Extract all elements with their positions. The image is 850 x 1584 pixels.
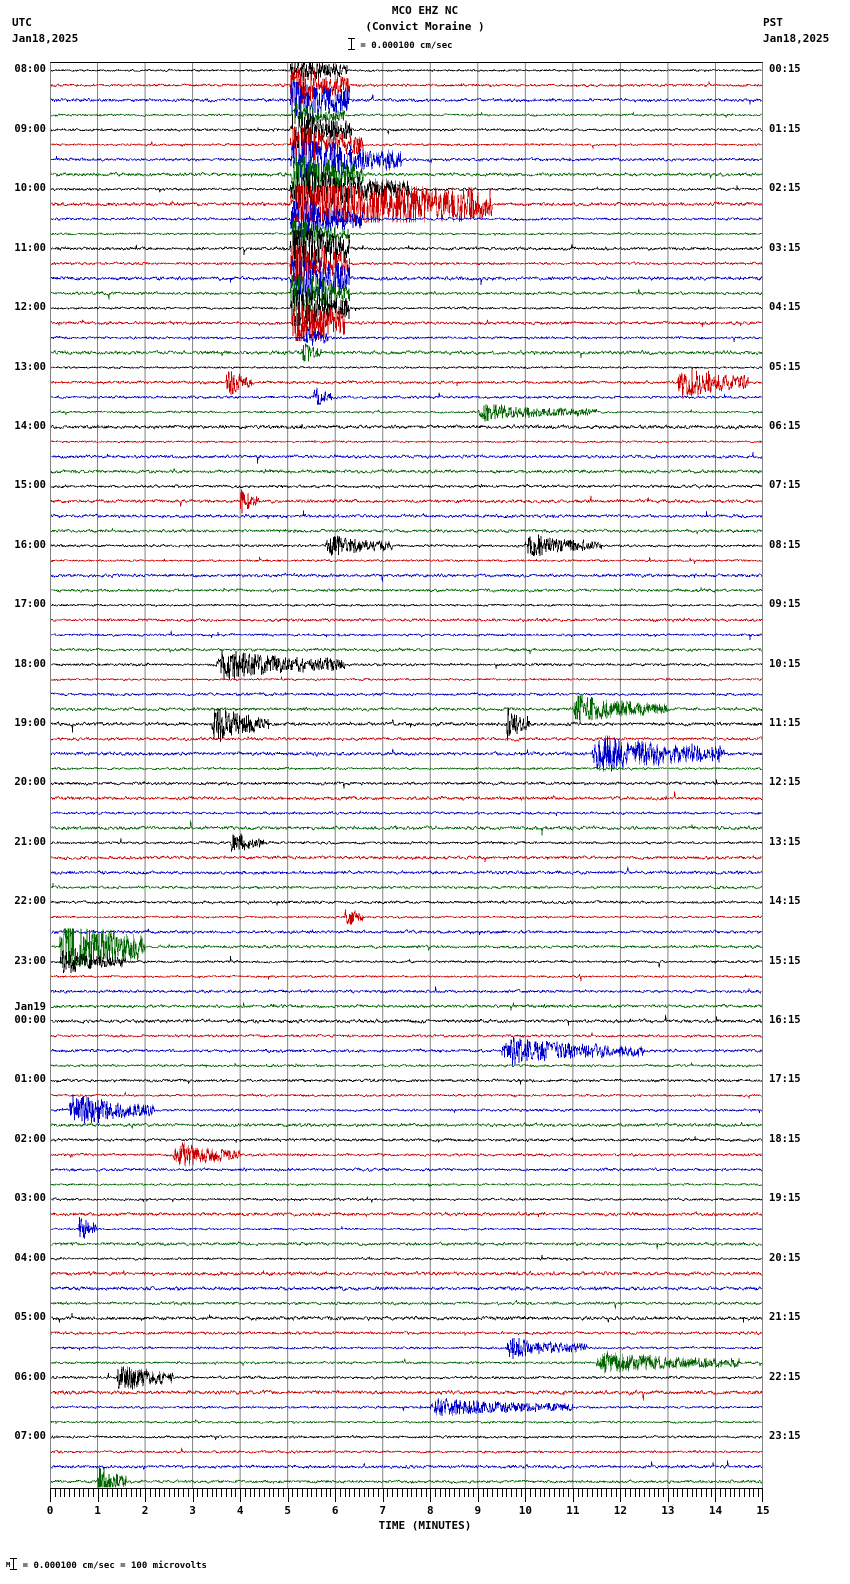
x-tick-3: 3 — [189, 1504, 196, 1517]
right-hour-label-0415: 04:15 — [769, 301, 801, 314]
left-hour-label-0800: 08:00 — [14, 63, 46, 76]
utc-label: UTC — [12, 16, 32, 29]
x-tick-7: 7 — [379, 1504, 387, 1517]
left-hour-label-0700: 07:00 — [14, 1429, 46, 1442]
x-axis-title: TIME (MINUTES) — [378, 1519, 472, 1532]
left-hour-label-0600: 06:00 — [14, 1370, 46, 1383]
right-time-axis: 00:15 01:15 02:15 03:15 04:15 05:15 06:15 07:15… — [763, 62, 850, 1488]
x-tick-4: 4 — [236, 1504, 244, 1517]
left-hour-label-0200: 02:00 — [14, 1132, 46, 1145]
right-hour-label-1915: 19:15 — [769, 1192, 801, 1205]
left-hour-label-1900: 19:00 — [14, 717, 46, 729]
seismic-traces — [50, 62, 763, 1488]
scale-bar-icon — [348, 38, 355, 51]
right-hour-label-2115: 21:15 — [769, 1311, 801, 1324]
left-hour-label-2100: 21:00 — [14, 835, 46, 848]
footer-scale-note: M = 0.000100 cm/sec = 100 microvolts — [6, 1558, 207, 1571]
x-tick-8: 8 — [426, 1504, 434, 1517]
x-tick-2: 2 — [141, 1504, 149, 1517]
x-tick-13: 13 — [661, 1504, 675, 1517]
x-tick-9: 9 — [474, 1504, 482, 1517]
left-hour-label-0500: 05:00 — [14, 1311, 46, 1324]
footer-micro-prefix: M — [6, 1561, 11, 1569]
right-hour-label-2015: 20:15 — [769, 1251, 801, 1264]
left-hour-label-1500: 15:00 — [14, 479, 46, 492]
helicorder-plot[interactable] — [50, 62, 763, 1488]
left-hour-label-2200: 22:00 — [14, 895, 46, 908]
left-hour-label-1300: 13:00 — [14, 360, 46, 373]
right-hour-label-2315: 23:15 — [769, 1429, 801, 1442]
right-hour-label-0515: 05:15 — [769, 360, 801, 373]
left-hour-label-2000: 20:00 — [14, 776, 46, 789]
right-hour-label-0915: 09:15 — [769, 598, 801, 611]
left-hour-label-1200: 12:00 — [14, 301, 46, 314]
right-hour-label-1815: 18:15 — [769, 1132, 801, 1145]
x-tick-12: 12 — [613, 1504, 628, 1517]
x-tick-6: 6 — [331, 1504, 339, 1517]
station-subtitle: (Convict Moraine ) — [365, 20, 485, 33]
left-hour-label-0400: 04:00 — [14, 1251, 46, 1264]
scale-bar-text: = 0.000100 cm/sec — [360, 41, 453, 51]
left-hour-label-2300: 23:00 — [14, 954, 46, 967]
x-axis-ticks — [50, 1488, 764, 1502]
x-tick-0: 0 — [46, 1504, 54, 1517]
right-hour-label-0015: 00:15 — [769, 63, 801, 76]
right-hour-label-1515: 15:15 — [769, 954, 801, 967]
plot-frame — [50, 62, 763, 1488]
right-hour-label-0215: 02:15 — [769, 182, 801, 195]
left-hour-label-0300: 03:00 — [14, 1192, 46, 1205]
footer-scale-bar-icon — [10, 1558, 18, 1571]
left-hour-label-1800: 18:00 — [14, 657, 46, 670]
scale-bar-legend: = 0.000100 cm/sec — [348, 38, 453, 51]
x-axis-line — [50, 1488, 763, 1489]
right-hour-label-1215: 12:15 — [769, 776, 801, 789]
x-tick-14: 14 — [708, 1504, 723, 1517]
day-change-marker: Jan19 — [14, 1001, 46, 1014]
left-hour-label-1600: 16:00 — [14, 538, 46, 551]
left-hour-label-1100: 11:00 — [14, 241, 46, 254]
left-hour-label-1400: 14:00 — [14, 419, 46, 432]
left-hour-label-1700: 17:00 — [14, 598, 46, 611]
left-hour-label-0900: 09:00 — [14, 122, 46, 135]
pst-label: PST — [763, 16, 783, 29]
x-tick-1: 1 — [94, 1504, 101, 1517]
right-hour-label-1415: 14:15 — [769, 895, 801, 908]
footer-scale-text: = 0.000100 cm/sec = 100 microvolts — [22, 1561, 207, 1571]
pst-date: Jan18,2025 — [763, 32, 830, 45]
utc-date: Jan18,2025 — [12, 32, 79, 45]
header: UTC Jan18,2025 MCO EHZ NC (Convict Morai… — [0, 0, 850, 56]
x-tick-15: 15 — [756, 1504, 770, 1517]
right-hour-label-0315: 03:15 — [769, 241, 801, 254]
station-title: MCO EHZ NC — [391, 4, 459, 17]
x-tick-10: 10 — [518, 1504, 532, 1517]
right-hour-label-1315: 13:15 — [769, 835, 801, 848]
left-hour-label-0000: 00:00 — [14, 1014, 46, 1027]
right-hour-label-1615: 16:15 — [769, 1014, 801, 1027]
right-hour-label-0615: 06:15 — [769, 419, 801, 432]
right-hour-label-0115: 01:15 — [769, 122, 801, 135]
right-hour-label-1715: 17:15 — [769, 1073, 801, 1086]
right-hour-label-1115: 11:15 — [769, 717, 801, 729]
right-hour-label-0815: 08:15 — [769, 538, 801, 551]
left-hour-label-0100: 01:00 — [14, 1073, 46, 1086]
left-time-axis: 08:00 09:00 10:00 11:00 12:00 13:00 14:00 15:00… — [0, 62, 50, 1488]
right-hour-label-2215: 22:15 — [769, 1370, 801, 1383]
x-tick-11: 11 — [566, 1504, 580, 1517]
left-hour-label-1000: 10:00 — [14, 182, 46, 195]
x-tick-5: 5 — [284, 1504, 291, 1517]
right-hour-label-1015: 10:15 — [769, 657, 801, 670]
right-hour-label-0715: 07:15 — [769, 479, 801, 492]
